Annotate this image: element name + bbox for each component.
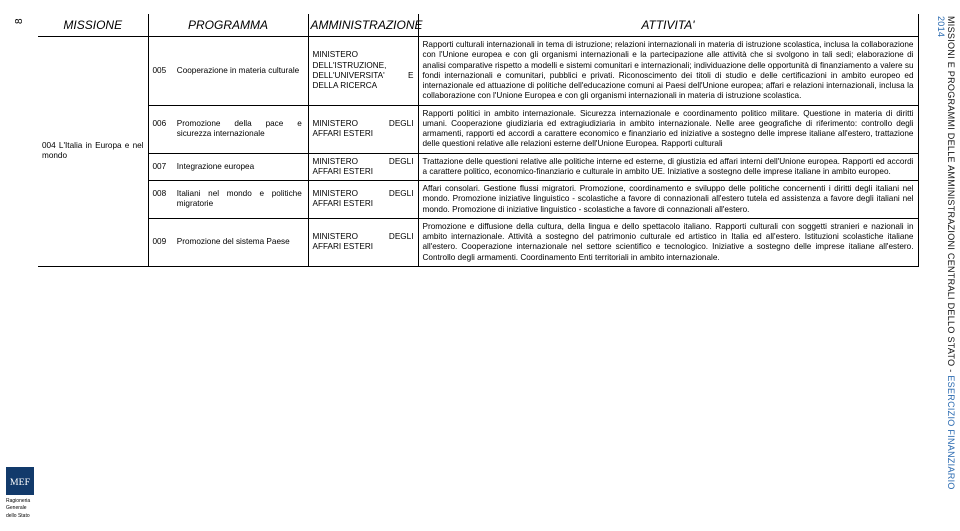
program-cell: 008 Italiani nel mondo e politiche migra… [148, 181, 308, 219]
table-row: 006 Promozione della pace e sicurezza in… [38, 105, 918, 153]
logo-text-line2: Generale [6, 506, 34, 512]
program-cell: 009 Promozione del sistema Paese [148, 218, 308, 266]
col-header-amministrazione: AMMINISTRAZIONE [308, 14, 418, 37]
program-title: Cooperazione in materia culturale [177, 66, 302, 76]
col-header-programma: PROGRAMMA [148, 14, 308, 37]
activity-cell: Rapporti culturali internazionali in tem… [418, 37, 918, 106]
logo-text-line3: dello Stato [6, 514, 34, 520]
col-header-attivita: ATTIVITA' [418, 14, 918, 37]
administration-cell: MINISTERO DEGLI AFFARI ESTERI [308, 181, 418, 219]
logo-text-line1: Ragioneria [6, 499, 34, 505]
program-cell: 006 Promozione della pace e sicurezza in… [148, 105, 308, 153]
program-cell: 005 Cooperazione in materia culturale [148, 37, 308, 106]
side-title-plain: MISSIONI E PROGRAMMI DELLE AMMINISTRAZIO… [946, 16, 956, 375]
mef-logo-icon: MEF [6, 467, 34, 495]
program-code: 006 [153, 119, 175, 129]
col-header-missione: MISSIONE [38, 14, 148, 37]
mission-code: 004 [42, 141, 56, 150]
missions-table: MISSIONE PROGRAMMA AMMINISTRAZIONE ATTIV… [38, 14, 919, 267]
table-row: 007 Integrazione europea MINISTERO DEGLI… [38, 153, 918, 181]
table-row: 009 Promozione del sistema Paese MINISTE… [38, 218, 918, 266]
mission-title: L'Italia in Europa e nel mondo [42, 141, 144, 160]
administration-cell: MINISTERO DEGLI AFFARI ESTERI [308, 153, 418, 181]
table-header-row: MISSIONE PROGRAMMA AMMINISTRAZIONE ATTIV… [38, 14, 918, 37]
svg-text:MEF: MEF [10, 477, 31, 488]
program-code: 008 [153, 189, 175, 199]
program-cell: 007 Integrazione europea [148, 153, 308, 181]
program-title: Integrazione europea [177, 162, 302, 172]
page-number: 8 [14, 18, 25, 24]
mef-logo: MEF Ragioneria Generale dello Stato [6, 467, 34, 520]
table-row: 004 L'Italia in Europa e nel mondo 005 C… [38, 37, 918, 106]
administration-cell: MINISTERO DEGLI AFFARI ESTERI [308, 105, 418, 153]
administration-cell: MINISTERO DELL'ISTRUZIONE, DELL'UNIVERSI… [308, 37, 418, 106]
program-title: Italiani nel mondo e politiche migratori… [177, 189, 302, 210]
administration-cell: MINISTERO DEGLI AFFARI ESTERI [308, 218, 418, 266]
program-code: 009 [153, 237, 175, 247]
activity-cell: Affari consolari. Gestione flussi migrat… [418, 181, 918, 219]
activity-cell: Promozione e diffusione della cultura, d… [418, 218, 918, 266]
table-row: 008 Italiani nel mondo e politiche migra… [38, 181, 918, 219]
side-running-title: MISSIONI E PROGRAMMI DELLE AMMINISTRAZIO… [936, 16, 956, 506]
program-code: 005 [153, 66, 175, 76]
program-code: 007 [153, 162, 175, 172]
activity-cell: Rapporti politici in ambito internaziona… [418, 105, 918, 153]
activity-cell: Trattazione delle questioni relative all… [418, 153, 918, 181]
mission-cell: 004 L'Italia in Europa e nel mondo [38, 37, 148, 267]
program-title: Promozione del sistema Paese [177, 237, 302, 247]
program-title: Promozione della pace e sicurezza intern… [177, 119, 302, 140]
